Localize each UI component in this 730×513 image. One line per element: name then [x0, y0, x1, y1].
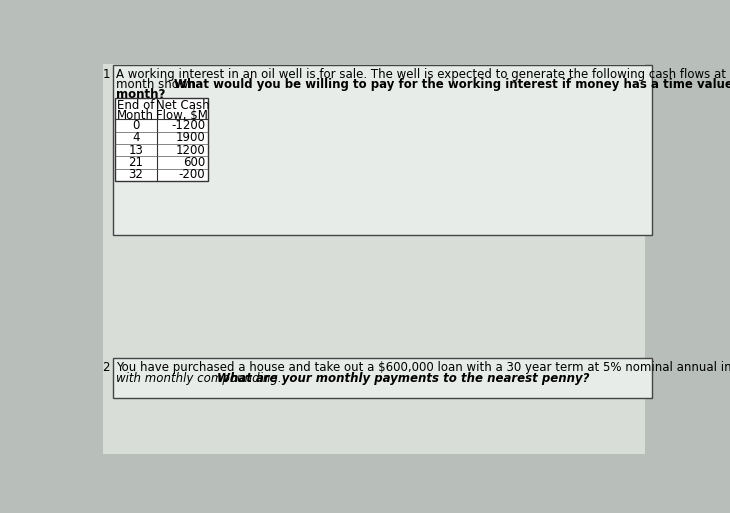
Text: What are your monthly payments to the nearest penny?: What are your monthly payments to the ne… — [217, 372, 589, 385]
Text: End of: End of — [117, 100, 155, 112]
Text: 1: 1 — [102, 69, 109, 82]
Text: 1900: 1900 — [175, 131, 205, 144]
Text: What would you be willing to pay for the working interest if money has a time va: What would you be willing to pay for the… — [174, 78, 730, 91]
FancyBboxPatch shape — [103, 64, 645, 454]
Text: Flow, $M: Flow, $M — [156, 109, 208, 122]
Text: 2: 2 — [102, 361, 109, 374]
Bar — [115, 98, 207, 181]
Text: Month: Month — [118, 109, 154, 122]
Text: with monthly compounding.: with monthly compounding. — [116, 372, 289, 385]
Text: 1200: 1200 — [175, 144, 205, 156]
Text: A working interest in an oil well is for sale. The well is expected to generate : A working interest in an oil well is for… — [116, 68, 730, 81]
Bar — [113, 358, 652, 398]
Text: Net Cash: Net Cash — [155, 100, 209, 112]
Text: -200: -200 — [179, 168, 205, 181]
Bar — [113, 66, 652, 235]
Text: 4: 4 — [132, 131, 139, 144]
Text: 32: 32 — [128, 168, 143, 181]
Text: 13: 13 — [128, 144, 143, 156]
Text: month?: month? — [116, 88, 166, 101]
Text: 21: 21 — [128, 156, 143, 169]
Text: month shown.: month shown. — [116, 78, 207, 91]
Text: 0: 0 — [132, 119, 139, 132]
Text: You have purchased a house and take out a $600,000 loan with a 30 year term at 5: You have purchased a house and take out … — [116, 361, 730, 374]
Text: 600: 600 — [183, 156, 205, 169]
Text: -1200: -1200 — [171, 119, 205, 132]
